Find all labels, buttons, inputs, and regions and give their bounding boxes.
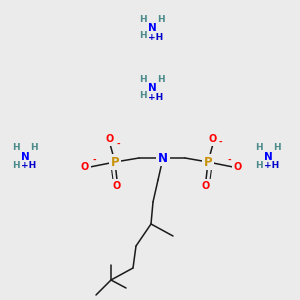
Text: +H: +H bbox=[264, 161, 280, 170]
Text: H: H bbox=[12, 160, 20, 169]
Text: H: H bbox=[255, 143, 263, 152]
Text: H: H bbox=[139, 14, 147, 23]
Text: H: H bbox=[157, 74, 165, 83]
Text: H: H bbox=[273, 143, 281, 152]
Text: -: - bbox=[218, 137, 222, 146]
Text: O: O bbox=[209, 134, 217, 144]
Text: N: N bbox=[21, 152, 29, 162]
Text: O: O bbox=[81, 162, 89, 172]
Text: O: O bbox=[234, 162, 242, 172]
Text: H: H bbox=[139, 32, 147, 40]
Text: O: O bbox=[113, 181, 121, 191]
Text: -: - bbox=[227, 155, 231, 164]
Text: H: H bbox=[157, 14, 165, 23]
Text: +H: +H bbox=[148, 92, 164, 101]
Text: P: P bbox=[111, 155, 119, 169]
Text: N: N bbox=[148, 83, 156, 93]
Text: H: H bbox=[30, 143, 38, 152]
Text: P: P bbox=[204, 155, 212, 169]
Text: -: - bbox=[92, 155, 96, 164]
Text: -: - bbox=[116, 140, 120, 148]
Text: +H: +H bbox=[148, 32, 164, 41]
Text: O: O bbox=[202, 181, 210, 191]
Text: N: N bbox=[264, 152, 272, 162]
Text: N: N bbox=[158, 152, 168, 164]
Text: O: O bbox=[106, 134, 114, 144]
Text: H: H bbox=[12, 143, 20, 152]
Text: H: H bbox=[255, 160, 263, 169]
Text: N: N bbox=[148, 23, 156, 33]
Text: H: H bbox=[139, 92, 147, 100]
Text: H: H bbox=[139, 74, 147, 83]
Text: +H: +H bbox=[21, 161, 37, 170]
